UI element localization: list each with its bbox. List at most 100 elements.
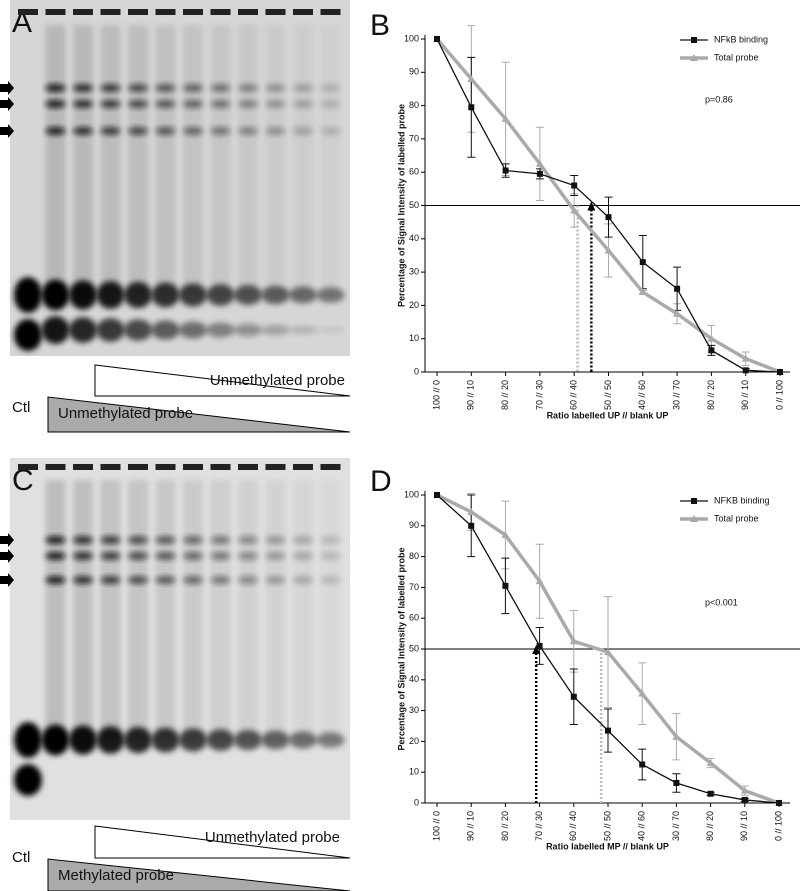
well — [238, 9, 258, 15]
x-tick-label: 80 // 20 — [705, 811, 715, 841]
x-tick-label: 70 // 30 — [534, 380, 544, 410]
x-axis-title: Ratio labelled MP // blank UP — [546, 841, 669, 851]
band — [73, 536, 93, 544]
band — [155, 127, 176, 135]
point — [536, 642, 543, 649]
band — [320, 100, 341, 108]
well — [293, 464, 313, 470]
point — [674, 285, 681, 292]
y-tick-label: 30 — [409, 266, 419, 276]
band — [45, 100, 66, 108]
well — [265, 9, 286, 15]
wedge — [47, 396, 351, 433]
band — [316, 732, 345, 748]
legend-marker — [690, 515, 698, 522]
panel-label: D — [370, 465, 392, 498]
point — [434, 36, 440, 42]
band — [183, 576, 203, 584]
y-tick-label: 60 — [409, 167, 419, 177]
band — [124, 319, 152, 341]
smear — [100, 480, 121, 740]
x-tick-label: 40 // 60 — [637, 811, 647, 841]
x-tick-label: 70 // 30 — [534, 811, 544, 841]
wedge — [94, 825, 351, 859]
wedge-label: Unmethylated probe — [210, 372, 345, 389]
point — [570, 206, 579, 214]
y-tick-label: 20 — [409, 736, 419, 746]
arrow — [0, 97, 14, 111]
well — [45, 9, 66, 15]
well — [128, 464, 148, 470]
smear — [210, 25, 231, 295]
band — [210, 127, 231, 135]
well — [18, 9, 38, 15]
gel-panel: Ctl Unmethylated probe Unmethylated prob… — [0, 0, 351, 433]
well — [73, 464, 93, 470]
point — [605, 214, 612, 221]
band — [100, 536, 121, 544]
y-tick-label: 80 — [409, 100, 419, 110]
wedge-label: Unmethylated probe — [205, 829, 340, 846]
x-tick-label: 50 // 50 — [603, 380, 613, 410]
band — [41, 724, 70, 756]
annotation: p<0.001 — [705, 597, 738, 607]
band — [293, 84, 313, 92]
band — [128, 576, 148, 584]
arrow — [0, 533, 14, 547]
band — [261, 730, 290, 750]
x-tick-label: 90 // 10 — [466, 811, 476, 841]
band — [73, 84, 93, 92]
well — [73, 9, 93, 15]
band — [293, 127, 313, 135]
point — [502, 167, 509, 174]
band — [293, 576, 313, 584]
x-tick-label: 0 // 100 — [773, 811, 783, 841]
smear — [293, 480, 313, 740]
x-tick-label: 30 // 70 — [671, 811, 681, 841]
x-tick-label: 100 // 0 — [431, 380, 441, 410]
y-tick-label: 20 — [409, 300, 419, 310]
x-tick-label: 90 // 10 — [739, 811, 749, 841]
band — [316, 326, 345, 334]
band — [128, 536, 148, 544]
band — [69, 317, 97, 343]
y-tick-label: 90 — [409, 520, 419, 530]
band — [100, 100, 121, 108]
smear — [320, 480, 341, 740]
panel-label: C — [12, 464, 34, 497]
band — [73, 127, 93, 135]
point — [569, 637, 578, 645]
x-tick-label: 80 // 20 — [706, 380, 716, 410]
band — [96, 318, 125, 342]
band — [14, 722, 42, 758]
point — [536, 170, 543, 177]
x-tick-label: 30 // 70 — [671, 380, 681, 410]
band — [155, 84, 176, 92]
well — [18, 464, 38, 470]
arrow — [0, 573, 14, 587]
band — [128, 100, 148, 108]
band — [293, 100, 313, 108]
band — [45, 552, 66, 560]
point — [501, 114, 510, 122]
band — [128, 127, 148, 135]
arrow — [0, 124, 14, 138]
band — [234, 323, 262, 337]
well — [293, 9, 313, 15]
point — [434, 492, 440, 498]
band — [14, 764, 42, 796]
smear — [265, 25, 286, 295]
band — [238, 536, 258, 544]
x-tick-label: 90 // 10 — [740, 380, 750, 410]
band — [69, 725, 97, 755]
band — [320, 127, 341, 135]
legend-label: Total probe — [714, 52, 759, 62]
band — [210, 536, 231, 544]
well — [238, 464, 258, 470]
point — [706, 758, 715, 766]
x-tick-label: 50 // 50 — [602, 811, 612, 841]
y-tick-label: 10 — [409, 767, 419, 777]
point — [740, 786, 749, 794]
band — [179, 283, 207, 307]
x-tick-label: 40 // 60 — [637, 380, 647, 410]
